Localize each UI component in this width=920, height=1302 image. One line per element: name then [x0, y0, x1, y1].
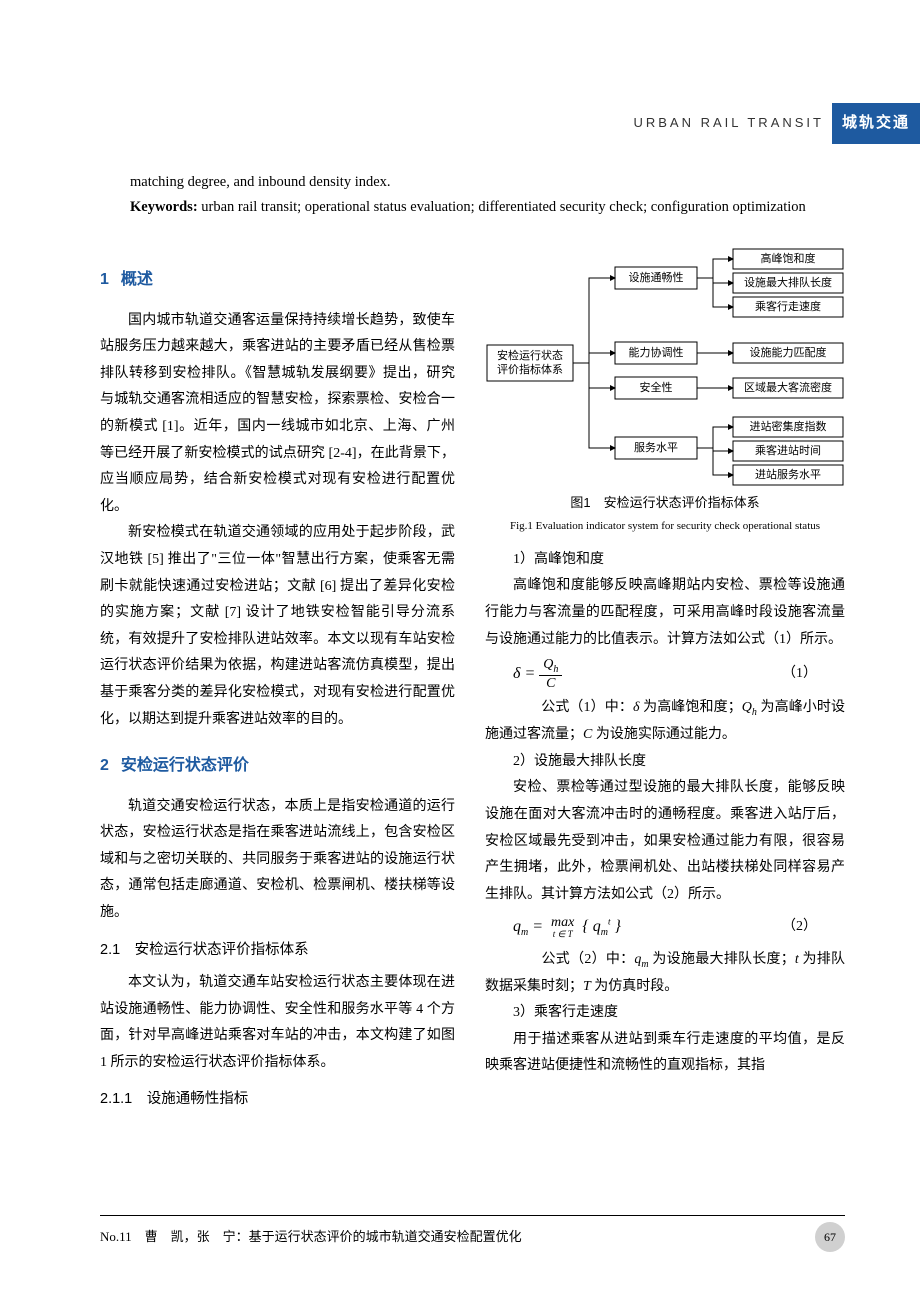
- abstract-line1: matching degree, and inbound density ind…: [130, 170, 815, 195]
- eq2-number: （2）: [782, 914, 817, 941]
- abstract-keywords: Keywords: urban rail transit; operationa…: [130, 195, 815, 220]
- dg-l1-1: 能力协调性: [629, 345, 684, 359]
- dg-leaf-2-0: 区域最大客流密度: [744, 380, 832, 394]
- figure-1-caption-en: Fig.1 Evaluation indicator system for se…: [485, 516, 845, 537]
- dg-leaf-3-0: 进站密集度指数: [750, 419, 827, 433]
- right-column: 安检运行状态 评价指标体系 设施通畅性 能力协调性 安全性 服务水平 高峰饱和度: [485, 247, 845, 1120]
- page: URBAN RAIL TRANSIT 城轨交通 matching degree,…: [0, 0, 920, 1302]
- dg-leaf-1-0: 设施能力匹配度: [750, 345, 827, 359]
- indicator-2-para: 安检、票检等通过型设施的最大排队长度，能够反映设施在面对大客流冲击时的通畅程度。…: [485, 775, 845, 908]
- indicator-1-para: 高峰饱和度能够反映高峰期站内安检、票检等设施通行能力与客流量的匹配程度，可采用高…: [485, 573, 845, 653]
- dg-leaf-0-2: 乘客行走速度: [755, 299, 821, 313]
- dg-l1-2: 安全性: [640, 380, 673, 394]
- s2-para-1: 轨道交通安检运行状态，本质上是指安检通道的运行状态，安检运行状态是指在乘客进站流…: [100, 794, 455, 927]
- section-2-title: 安检运行状态评价: [121, 757, 249, 774]
- section-1-heading: 1 概述: [100, 265, 455, 295]
- page-number: 67: [815, 1222, 845, 1252]
- section-2-number: 2: [100, 757, 109, 774]
- dg-l1-3: 服务水平: [634, 441, 678, 454]
- dg-leaf-3-2: 进站服务水平: [755, 467, 821, 481]
- s2-1-1-heading: 2.1.1 设施通畅性指标: [100, 1086, 455, 1114]
- dg-root-l1: 安检运行状态: [497, 348, 563, 362]
- dg-leaf-0-1: 设施最大排队长度: [744, 275, 832, 289]
- s2-1-para-1: 本文认为，轨道交通车站安检运行状态主要体现在进站设施通畅性、能力协调性、安全性和…: [100, 970, 455, 1076]
- dg-leaf-0-0: 高峰饱和度: [761, 251, 816, 265]
- indicator-3-para: 用于描述乘客从进站到乘车行走速度的平均值，是反映乘客进站便捷性和流畅性的直观指标…: [485, 1027, 845, 1080]
- equation-1: δ = QhC （1）: [485, 653, 845, 695]
- eq1-number: （1）: [782, 661, 817, 688]
- page-footer: No.11 曹 凯，张 宁：基于运行状态评价的城市轨道交通安检配置优化 67: [100, 1215, 845, 1252]
- section-2-heading: 2 安检运行状态评价: [100, 751, 455, 781]
- main-columns: 1 概述 国内城市轨道交通客运量保持持续增长趋势，致使车站服务压力越来越大，乘客进…: [100, 247, 845, 1120]
- indicator-2-expl: 公式（2）中：qm 为设施最大排队长度；t 为排队数据采集时刻；T 为仿真时段。: [485, 947, 845, 1000]
- dg-leaf-3-1: 乘客进站时间: [755, 443, 821, 457]
- dg-l1-0: 设施通畅性: [629, 270, 684, 284]
- header-label-en: URBAN RAIL TRANSIT: [633, 111, 824, 136]
- keywords-text: urban rail transit; operational status e…: [198, 199, 806, 215]
- s1-para-2: 新安检模式在轨道交通领域的应用处于起步阶段，武汉地铁 [5] 推出了"三位一体"…: [100, 520, 455, 733]
- footer-citation: No.11 曹 凯，张 宁：基于运行状态评价的城市轨道交通安检配置优化: [100, 1225, 522, 1250]
- keywords-label: Keywords:: [130, 199, 198, 215]
- section-1-title: 概述: [121, 271, 153, 288]
- indicator-2-label: 2）设施最大排队长度: [485, 749, 845, 776]
- header-badge-cn: 城轨交通: [832, 103, 920, 144]
- eq2-expr: qm = maxt ∈ T { qmt }: [513, 912, 621, 942]
- abstract-block: matching degree, and inbound density ind…: [100, 170, 845, 219]
- s2-1-heading: 2.1 安检运行状态评价指标体系: [100, 937, 455, 965]
- left-column: 1 概述 国内城市轨道交通客运量保持持续增长趋势，致使车站服务压力越来越大，乘客进…: [100, 247, 455, 1120]
- dg-root-l2: 评价指标体系: [497, 362, 563, 376]
- indicator-1-label: 1）高峰饱和度: [485, 547, 845, 574]
- figure-1-diagram: 安检运行状态 评价指标体系 设施通畅性 能力协调性 安全性 服务水平 高峰饱和度: [485, 247, 845, 487]
- eq1-expr: δ = QhC: [513, 657, 562, 691]
- section-1-number: 1: [100, 271, 109, 288]
- figure-1-caption-cn: 图1 安检运行状态评价指标体系: [485, 491, 845, 516]
- equation-2: qm = maxt ∈ T { qmt } （2）: [485, 908, 845, 946]
- indicator-1-expl: 公式（1）中：δ 为高峰饱和度；Qh 为高峰小时设施通过客流量；C 为设施实际通…: [485, 695, 845, 748]
- header-band: URBAN RAIL TRANSIT 城轨交通: [633, 103, 920, 144]
- s1-para-1: 国内城市轨道交通客运量保持持续增长趋势，致使车站服务压力越来越大，乘客进站的主要…: [100, 308, 455, 521]
- indicator-3-label: 3）乘客行走速度: [485, 1000, 845, 1027]
